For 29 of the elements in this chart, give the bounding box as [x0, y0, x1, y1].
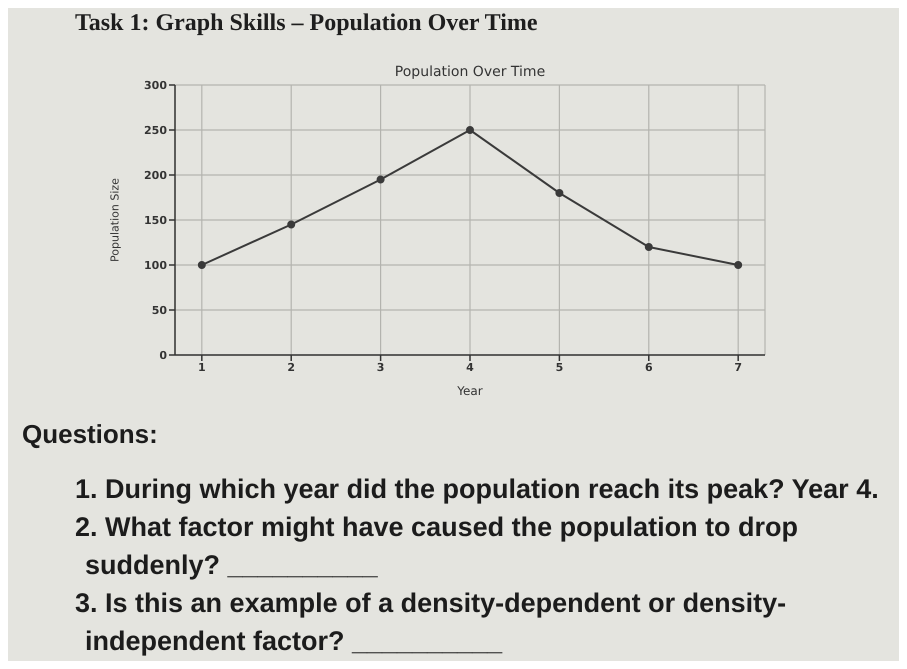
y-tick-label: 100	[144, 258, 168, 272]
point	[644, 243, 653, 251]
y-axis-title: Population Size	[108, 178, 122, 262]
x-tick-label: 3	[376, 360, 384, 374]
chart-subtitle: Population Over Time	[394, 64, 546, 80]
x-tick-label: 5	[556, 360, 564, 374]
point	[376, 176, 385, 184]
x-axis-title: Year	[456, 384, 483, 398]
y-tick-label: 150	[144, 214, 168, 227]
chart-title: Task 1: Graph Skills – Population Over Time	[75, 10, 538, 37]
point	[287, 220, 296, 228]
text: Questions:	[22, 418, 159, 451]
y-tick-label: 0	[159, 348, 168, 362]
x-tick-label: 6	[644, 360, 653, 374]
y-tick-label: 200	[144, 168, 168, 182]
text: 3. Is this an example of a density-dependent or density-independent factor? __________	[75, 587, 788, 658]
text: 1. During which year did the population reach its peak? Year 4.	[75, 473, 880, 506]
y-tick-label: 250	[144, 124, 168, 137]
point	[734, 261, 742, 269]
x-tick-label: 4	[466, 360, 474, 374]
y-tick-label: 300	[144, 78, 168, 92]
point	[198, 261, 206, 269]
y-tick-label: 50	[152, 304, 168, 317]
x-tick-label: 2	[287, 360, 296, 374]
x-tick-label: 7	[734, 360, 742, 374]
point	[555, 189, 564, 197]
text: 2. What factor might have caused the population to drop suddenly? __________	[75, 511, 800, 582]
point	[466, 126, 474, 134]
x-tick-label: 1	[198, 360, 206, 374]
